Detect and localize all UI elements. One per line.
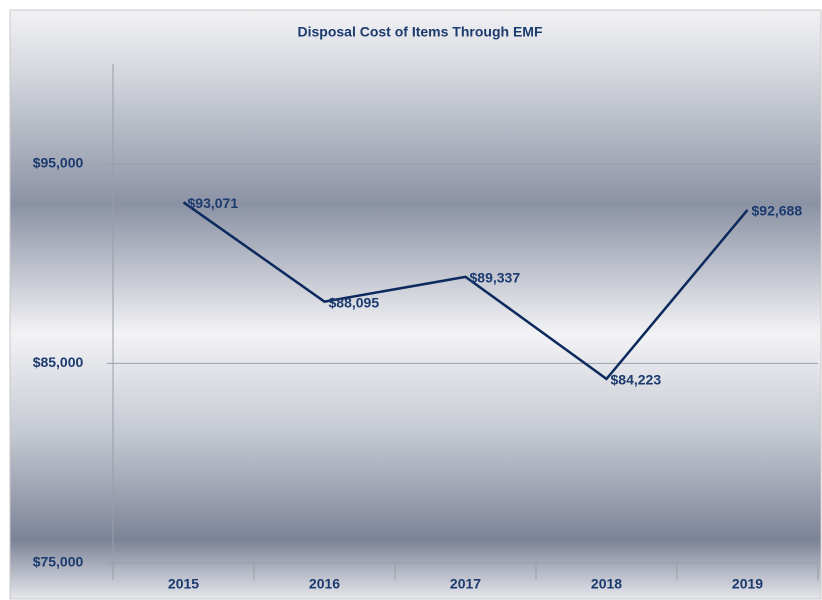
chart-background bbox=[9, 9, 822, 600]
x-tick-label: 2015 bbox=[168, 576, 199, 592]
x-tick-label: 2018 bbox=[591, 576, 622, 592]
y-tick-label: $75,000 bbox=[33, 554, 84, 570]
y-tick-label: $95,000 bbox=[33, 155, 84, 171]
x-tick-label: 2019 bbox=[732, 576, 763, 592]
data-label: $92,688 bbox=[752, 203, 803, 219]
data-label: $89,337 bbox=[470, 270, 521, 286]
data-label: $84,223 bbox=[611, 372, 662, 388]
x-tick-label: 2017 bbox=[450, 576, 481, 592]
y-tick-label: $85,000 bbox=[33, 354, 84, 370]
x-tick-label: 2016 bbox=[309, 576, 340, 592]
data-label: $93,071 bbox=[188, 195, 239, 211]
data-label: $88,095 bbox=[329, 294, 380, 310]
line-series bbox=[182, 201, 749, 381]
chart-title: Disposal Cost of Items Through EMF bbox=[297, 24, 542, 40]
